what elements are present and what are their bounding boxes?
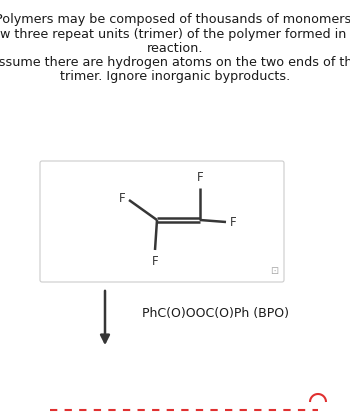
Text: ⊡: ⊡	[270, 266, 278, 276]
Text: F: F	[230, 216, 237, 229]
Text: Assume there are hydrogen atoms on the two ends of the: Assume there are hydrogen atoms on the t…	[0, 56, 350, 69]
Text: F: F	[197, 171, 203, 184]
Text: Draw three repeat units (trimer) of the polymer formed in this: Draw three repeat units (trimer) of the …	[0, 28, 350, 41]
Text: F: F	[118, 191, 125, 204]
Text: trimer. Ignore inorganic byproducts.: trimer. Ignore inorganic byproducts.	[60, 70, 290, 83]
FancyBboxPatch shape	[40, 161, 284, 282]
Text: reaction.: reaction.	[147, 42, 203, 55]
Text: Polymers may be composed of thousands of monomers.: Polymers may be composed of thousands of…	[0, 13, 350, 26]
Text: F: F	[152, 255, 158, 268]
Text: PhC(O)OOC(O)Ph (BPO): PhC(O)OOC(O)Ph (BPO)	[141, 308, 288, 321]
